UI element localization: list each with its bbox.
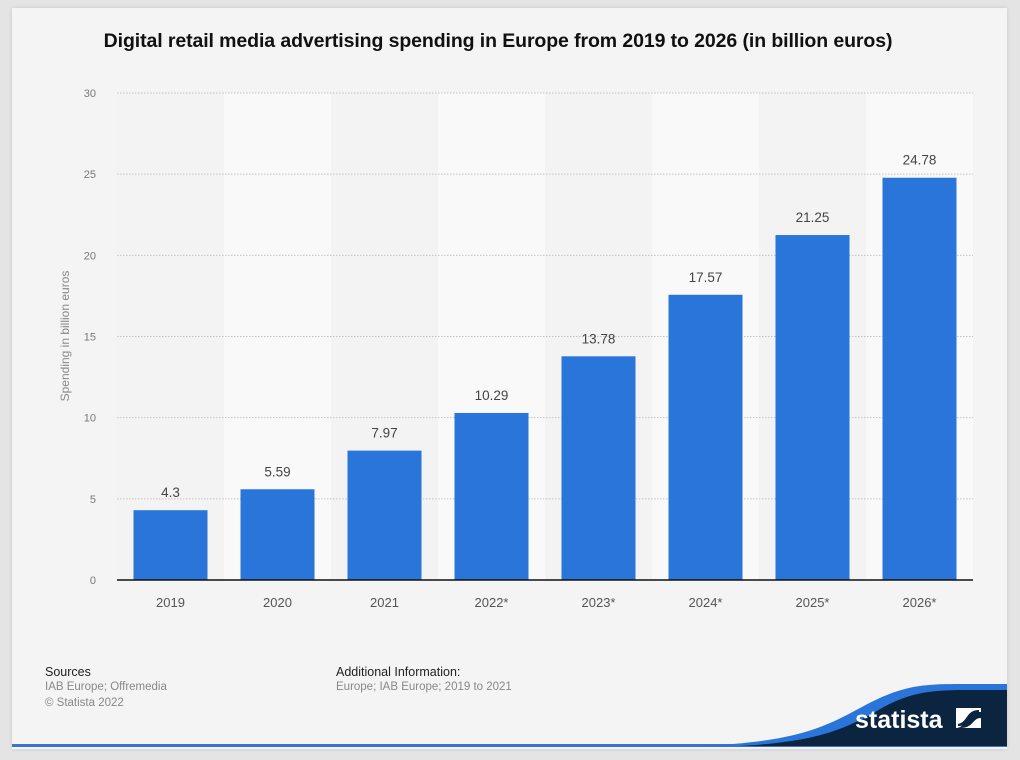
category-band	[117, 93, 224, 580]
x-tick-label: 2020	[263, 595, 292, 610]
value-label: 10.29	[475, 388, 509, 403]
chart-title: Digital retail media advertising spendin…	[103, 30, 893, 52]
sources-heading: Sources	[45, 665, 91, 679]
x-tick-label: 2025*	[796, 595, 830, 610]
value-label: 7.97	[371, 426, 397, 441]
x-tick-label: 2023*	[582, 595, 616, 610]
bar[interactable]	[775, 235, 850, 580]
bar[interactable]	[454, 412, 529, 580]
bar[interactable]	[561, 356, 636, 580]
value-label: 4.3	[161, 485, 180, 500]
bars	[133, 177, 957, 580]
value-labels: 4.3 5.59 7.97 10.29 13.78 17.57 21.25 24.78	[161, 153, 936, 500]
bar[interactable]	[133, 510, 208, 580]
y-tick-label: 0	[90, 575, 96, 587]
statista-logo-icon	[956, 708, 981, 728]
bar[interactable]	[882, 177, 957, 580]
y-tick-label: 20	[84, 250, 96, 262]
value-label: 17.57	[689, 270, 723, 285]
logo-wave-background	[740, 690, 1007, 746]
x-tick-label: 2022*	[475, 595, 509, 610]
value-label: 13.78	[582, 331, 616, 346]
sources-block: Sources IAB Europe; Offremedia © Statist…	[45, 665, 167, 711]
statista-wordmark: statista	[855, 706, 944, 734]
value-label: 21.25	[796, 210, 830, 225]
x-tick-label: 2026*	[903, 595, 937, 610]
x-axis-labels: 2019 2020 2021 2022* 2023* 2024* 2025* 2026*	[156, 595, 936, 610]
y-tick-label: 10	[84, 413, 96, 425]
additional-info-heading: Additional Information:	[336, 665, 461, 679]
x-tick-label: 2024*	[689, 595, 723, 610]
additional-info-block: Additional Information: Europe; IAB Euro…	[336, 665, 512, 695]
y-tick-label: 30	[84, 88, 96, 100]
copyright-line: © Statista 2022	[45, 697, 124, 709]
bar[interactable]	[240, 489, 315, 580]
y-axis-title: Spending in billion euros	[58, 271, 72, 402]
footer-accent-line	[12, 744, 1007, 747]
sources-line: IAB Europe; Offremedia	[45, 681, 167, 693]
y-tick-label: 15	[84, 332, 96, 344]
additional-info-line: Europe; IAB Europe; 2019 to 2021	[336, 681, 512, 693]
bar[interactable]	[347, 450, 422, 580]
x-tick-label: 2021	[370, 595, 399, 610]
x-tick-label: 2019	[156, 595, 185, 610]
y-tick-label: 5	[90, 494, 96, 506]
bar[interactable]	[668, 294, 743, 580]
value-label: 5.59	[264, 464, 290, 479]
value-label: 24.78	[903, 153, 937, 168]
y-axis-ticks: 0 5 10 15 20 25 30	[84, 88, 96, 587]
y-tick-label: 25	[84, 169, 96, 181]
